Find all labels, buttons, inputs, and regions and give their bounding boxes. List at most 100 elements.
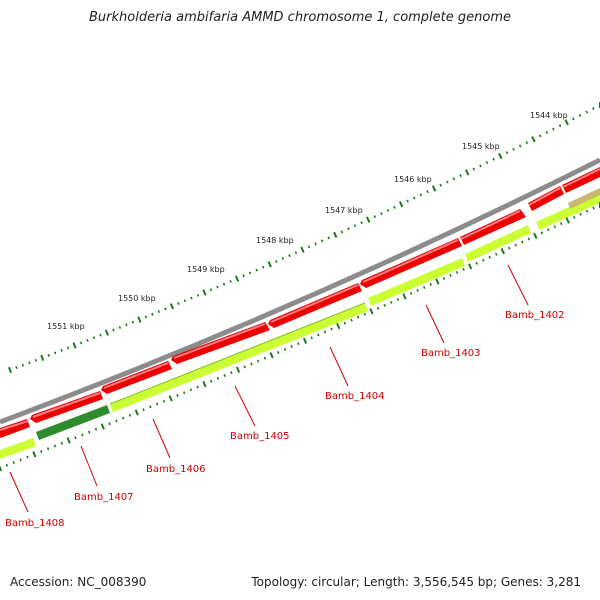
scale-tick (538, 134, 542, 138)
scale-tick (100, 423, 105, 430)
scale-label: 1547 kbp (325, 206, 363, 215)
cds-reverse (465, 225, 531, 262)
scale-tick (327, 236, 330, 240)
scale-tick (416, 288, 419, 292)
scale-tick (118, 325, 122, 329)
scale-tick (439, 183, 442, 187)
scale-tick (40, 450, 43, 453)
scale-tick (182, 391, 186, 395)
scale-tick (230, 371, 233, 375)
scale-tick (406, 199, 409, 203)
scale-tick (390, 300, 393, 304)
cds-forward (460, 209, 526, 245)
scale-tick (386, 208, 390, 212)
scale-tick (290, 345, 293, 349)
scale-tick (21, 363, 25, 367)
scale-tick (383, 303, 386, 307)
scale-ticks-inner (0, 202, 600, 472)
scale-tick (323, 330, 327, 334)
scale-label: 1550 kbp (118, 294, 156, 303)
scale-tick (475, 261, 478, 265)
scale-tick (229, 279, 232, 283)
scale-tick (413, 196, 416, 200)
scale-label: 1545 kbp (462, 142, 500, 151)
scale-tick (579, 212, 582, 216)
scale-tick (283, 348, 287, 351)
cds-reverse (0, 438, 36, 459)
scale-tick (196, 385, 199, 389)
scale-tick (261, 265, 265, 269)
scale-tick (340, 230, 344, 234)
gene-label-lines (9, 264, 529, 513)
scale-tick (34, 358, 37, 362)
scale-tick (533, 232, 538, 240)
scale-tick (94, 427, 98, 431)
cds-reverse (368, 258, 465, 306)
scale-tick (169, 303, 174, 310)
scale-tick (356, 315, 360, 319)
scale-tick (216, 285, 219, 289)
scale-label: 1544 kbp (530, 111, 568, 120)
scale-tick (46, 447, 50, 451)
scale-tick (360, 221, 363, 225)
scale-tick (565, 217, 570, 224)
gene-label: Bamb_1405 (230, 431, 290, 442)
scale-tick (26, 455, 29, 459)
scale-tick (125, 323, 128, 327)
scale-tick (0, 465, 3, 472)
scale-tick (373, 215, 377, 219)
scale-tick (144, 315, 148, 319)
scale-tick (300, 246, 305, 253)
scale-tick (485, 161, 489, 165)
scale-tick (353, 224, 357, 228)
scale-tick (134, 409, 139, 416)
scale-tick (275, 259, 278, 263)
scale-tick (234, 275, 240, 282)
scale-tick (176, 394, 179, 397)
scale-tick (307, 245, 311, 249)
scale-tick (149, 405, 152, 409)
forward-strand-genes (0, 167, 600, 438)
topology-text: Topology: circular; Length: 3,556,545 bp… (251, 575, 581, 589)
scale-tick (452, 177, 456, 181)
scale-tick (248, 271, 252, 275)
scale-tick (269, 352, 274, 359)
cds-highlight (36, 405, 110, 440)
gene-label: Bamb_1403 (421, 348, 481, 359)
scale-tick (66, 346, 70, 350)
scale-tick (183, 299, 187, 303)
scale-tick (396, 297, 400, 301)
scale-tick (540, 231, 544, 235)
scale-tick (518, 144, 522, 148)
scale-tick (177, 302, 180, 305)
scale-tick (189, 388, 193, 392)
scale-tick (336, 322, 341, 330)
scale-tick (242, 274, 245, 278)
scale-tick (572, 215, 576, 219)
scale-tick (426, 190, 429, 194)
scale-tick (363, 312, 367, 316)
scale-tick (142, 408, 145, 412)
scale-tick (263, 356, 267, 360)
scale-tick (222, 282, 226, 286)
gene-label: Bamb_1406 (146, 464, 206, 475)
scale-tick (294, 251, 298, 255)
scale-tick (398, 201, 404, 208)
scale-tick (32, 451, 37, 458)
scale-tick (81, 433, 84, 437)
scale-tick (585, 209, 589, 213)
scale-tick (366, 216, 371, 223)
scale-tick (467, 263, 473, 270)
scale-tick (369, 308, 374, 315)
scale-tick (492, 157, 495, 161)
scale-tick (479, 164, 482, 168)
scale-tick (255, 268, 258, 272)
gene-label: Bamb_1408 (5, 518, 65, 529)
scale-tick (347, 227, 350, 231)
cds-reverse (110, 303, 368, 412)
gene-labels: Bamb_1402 Bamb_1403 Bamb_1404 Bamb_1405 … (5, 310, 565, 529)
scale-tick (333, 231, 338, 239)
scale-tick (128, 413, 132, 417)
scale-tick (256, 359, 260, 363)
